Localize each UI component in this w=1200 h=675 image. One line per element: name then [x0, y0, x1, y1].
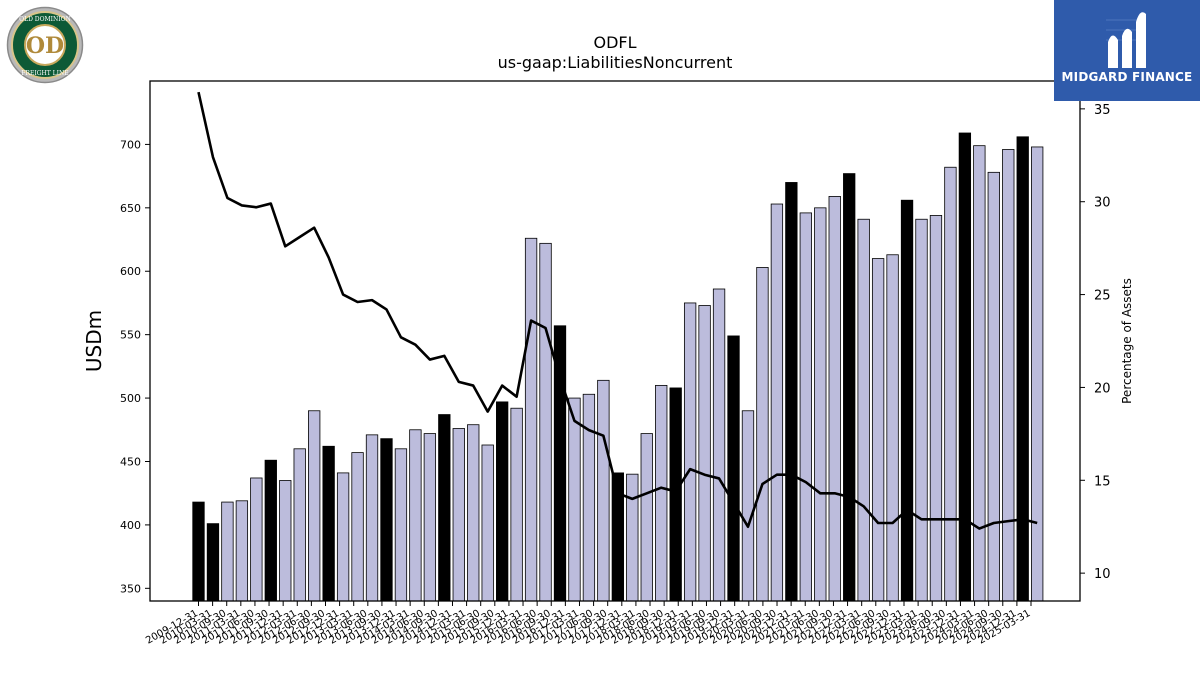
bar	[568, 397, 581, 602]
odfl-logo: OD OLD DOMINION FREIGHT LINE	[6, 6, 84, 84]
bar-series	[192, 132, 1044, 602]
y-tick-label: 650	[120, 202, 141, 215]
y2-tick-label: 35	[1094, 103, 1111, 118]
bar	[741, 410, 755, 602]
bar	[438, 414, 451, 602]
y2-axis-label: Percentage of Assets	[1120, 278, 1134, 404]
bar	[712, 288, 726, 602]
bar	[221, 501, 234, 602]
y2-tick-label: 30	[1094, 196, 1111, 211]
bar	[597, 379, 610, 602]
bar	[770, 203, 784, 602]
y-tick-label: 350	[120, 582, 141, 595]
bar	[1002, 149, 1015, 602]
y-tick-label: 500	[120, 392, 141, 405]
bar	[452, 428, 465, 602]
bar	[264, 459, 277, 602]
bar	[814, 207, 827, 602]
bar	[683, 302, 697, 602]
bar	[409, 429, 422, 602]
bar	[423, 433, 437, 602]
bar	[539, 242, 552, 602]
bar	[756, 267, 769, 602]
y2-tick-label: 20	[1094, 381, 1111, 396]
bar	[640, 433, 653, 602]
bar	[698, 305, 711, 602]
bar	[293, 448, 306, 602]
bar	[394, 448, 408, 602]
y-tick-label: 700	[120, 138, 141, 151]
y-tick-label: 600	[120, 265, 141, 278]
bar	[857, 218, 870, 602]
logo-text-top: OLD DOMINION	[19, 16, 71, 23]
bar	[973, 145, 986, 602]
bar	[626, 473, 639, 602]
bar	[1031, 146, 1044, 602]
logo-text-bottom: FREIGHT LINE	[21, 70, 68, 77]
bar	[336, 472, 350, 602]
bar	[481, 444, 494, 602]
y-tick-label: 550	[120, 329, 141, 342]
bar	[799, 212, 812, 602]
midgard-finance-logo: MIDGARD FINANCE	[1054, 0, 1200, 101]
bar	[958, 132, 972, 602]
svg-text:OD: OD	[26, 33, 64, 59]
bar	[322, 445, 335, 602]
bar	[785, 182, 798, 602]
bar	[1016, 136, 1029, 602]
y-axis-left: 350 400 450 500 550 600 650 700	[120, 138, 150, 595]
bar	[235, 500, 249, 602]
plot-frame	[149, 80, 1081, 602]
bar	[582, 393, 596, 602]
percentage-line	[197, 91, 1038, 530]
y2-tick-label: 10	[1094, 567, 1111, 582]
bar	[915, 218, 928, 602]
bar	[929, 215, 943, 602]
bar	[380, 438, 393, 602]
chart-title: ODFL	[593, 33, 636, 52]
x-axis: 2009-12-312010-03-312010-09-302011-03-31…	[144, 601, 1033, 647]
bar	[727, 335, 740, 602]
chart-subtitle: us-gaap:LiabilitiesNoncurrent	[498, 53, 733, 72]
bar	[510, 407, 523, 602]
bar	[365, 434, 379, 602]
bar	[987, 171, 1000, 602]
bar	[944, 166, 957, 602]
bar	[351, 452, 364, 602]
brand-name: MIDGARD FINANCE	[1061, 70, 1193, 84]
bar	[524, 237, 538, 602]
bar	[669, 387, 682, 602]
bar	[496, 401, 509, 602]
bar	[886, 254, 899, 602]
y2-tick-label: 25	[1094, 289, 1111, 304]
bar	[308, 410, 321, 602]
bar	[843, 173, 856, 602]
bar	[250, 477, 263, 602]
bar	[655, 384, 668, 602]
bar	[900, 199, 914, 602]
bar	[192, 501, 205, 602]
bar	[828, 196, 841, 602]
y-axis-right: 10 15 20 25 30 35	[1080, 103, 1111, 582]
bar	[206, 523, 220, 602]
bar	[279, 480, 292, 602]
y2-tick-label: 15	[1094, 474, 1111, 489]
y-axis-label: USDm	[82, 310, 106, 372]
bar	[871, 258, 885, 602]
bar	[467, 424, 480, 602]
y-tick-label: 400	[120, 519, 141, 532]
y-tick-label: 450	[120, 455, 141, 468]
